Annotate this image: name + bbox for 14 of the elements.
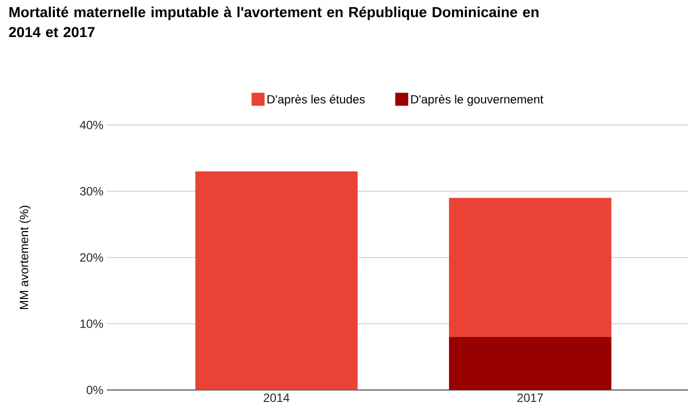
bar: [195, 171, 358, 390]
x-tick-label: 2014: [264, 394, 290, 402]
legend-label: D'après le gouvernement: [411, 94, 544, 106]
bar: [448, 198, 612, 337]
y-tick-label: 20%: [80, 253, 104, 262]
legend-label: D'après les études: [268, 94, 365, 106]
y-axis-title: MM avortement (%): [19, 206, 31, 309]
chart-title: Mortalité maternelle imputable à l'avortement en République Dominicaine en 2014 et 2017: [9, 6, 538, 38]
x-tick-label: 2017: [517, 394, 543, 402]
y-tick-label: 0%: [86, 386, 104, 394]
y-tick-label: 30%: [80, 187, 104, 196]
y-tick-label: 10%: [80, 320, 104, 328]
bar: [448, 337, 612, 390]
y-tick-label: 40%: [80, 120, 104, 130]
